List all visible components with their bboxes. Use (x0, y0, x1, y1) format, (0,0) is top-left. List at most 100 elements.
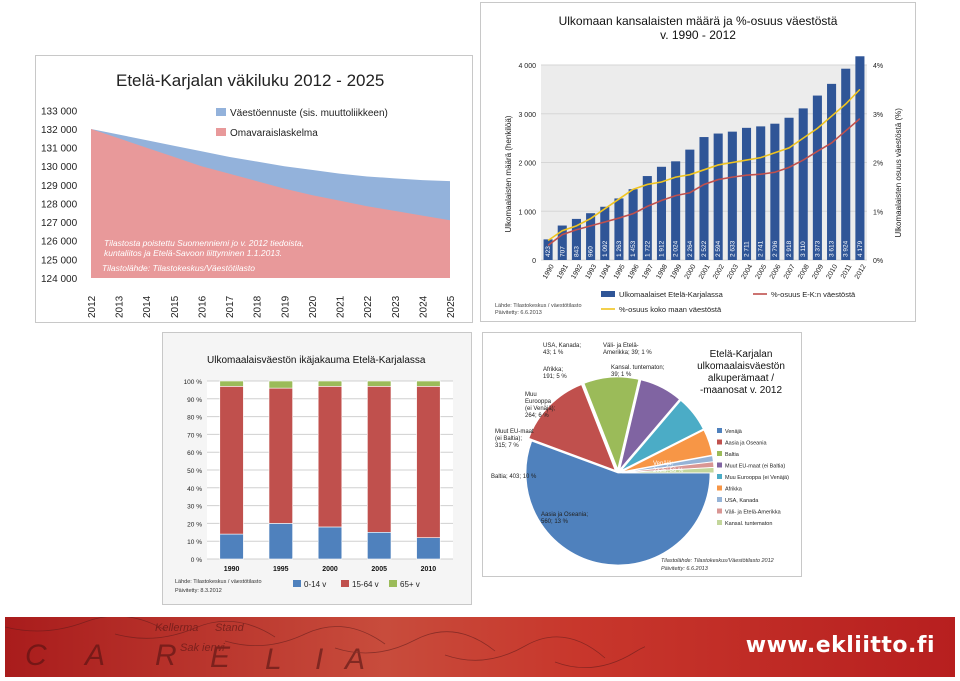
legend-label-5: Afrikka (725, 487, 743, 493)
chart-subtitle: v. 1990 - 2012 (660, 28, 736, 42)
pie-slice-3 (619, 379, 680, 470)
legend-label-0: Venäjä (725, 429, 743, 435)
map-line (224, 626, 386, 647)
x-tick-label: 2025 (446, 295, 457, 318)
y-tick-label: 126 000 (41, 237, 78, 248)
bar-value-label: 1 092 (602, 240, 609, 257)
legend-swatch-8 (717, 520, 722, 525)
bar-segment-1 (416, 386, 441, 538)
bar-value-label: 423 (545, 246, 552, 257)
bar-value-label: 2 741 (758, 240, 765, 257)
y-tick-label: 0 % (191, 557, 202, 564)
y-tick-label: 80 % (187, 415, 202, 422)
legend-label-bar: Ulkomaalaiset Etelä-Karjalassa (619, 290, 724, 299)
x-tick-label: 2008 (797, 263, 811, 280)
legend-label-7: Väli- ja Etelä-Amerikka (725, 510, 782, 516)
bar (685, 149, 695, 260)
x-tick-label: 2010 (421, 566, 437, 573)
legend-swatch-1 (341, 580, 349, 587)
y-tick-label-left: 4 000 (518, 63, 536, 70)
x-tick-label: 2009 (811, 263, 825, 280)
x-tick-label: 1999 (670, 263, 684, 280)
pie-slice-4 (620, 399, 704, 471)
bar-value-label: 1 722 (644, 240, 651, 257)
bar-segment-0 (219, 533, 244, 560)
bar (855, 56, 865, 261)
bar (586, 213, 596, 260)
x-tick-label: 2020 (308, 295, 319, 318)
legend-label-1: Aasia ja Oseania (725, 441, 768, 447)
legend-label-2: Baltia (725, 452, 740, 458)
x-tick-label: 2001 (698, 263, 712, 280)
bar-segment-1 (367, 386, 392, 533)
x-tick-label: 1996 (627, 263, 641, 280)
age-chart-panel: Ulkomaalaisväestön ikäjakauma Etelä-Karj… (162, 332, 472, 605)
x-tick-label: 2011 (840, 263, 854, 280)
bar-segment-1 (219, 386, 244, 535)
y-tick-label: 132 000 (41, 125, 78, 136)
map-word: L (265, 643, 282, 676)
x-tick-label: 2000 (322, 566, 338, 573)
y-tick-label-left: 2 000 (518, 161, 536, 168)
slice-label-0: Venäjä; 2325; 56 % (653, 461, 684, 474)
bar-value-label: 3 373 (814, 240, 821, 257)
x-tick-label: 1991 (556, 263, 570, 280)
foreigners-chart: Ulkomaan kansalaisten määrä ja %-osuus v… (495, 14, 903, 316)
bar (784, 117, 794, 260)
legend-swatch-0 (293, 580, 301, 587)
legend-label-1: Omavaraislaskelma (230, 128, 318, 139)
bar-segment-1 (317, 386, 343, 528)
bar (543, 239, 553, 260)
y-tick-label: 100 % (184, 379, 203, 386)
x-tick-label: 2004 (740, 263, 754, 280)
slice-label-4: Muu Eurooppa (ei Venäjä); 264; 6 % (525, 392, 556, 419)
x-tick-label: 1995 (273, 566, 289, 573)
slice-label-5: Afrikka; 191; 5 % (543, 367, 567, 380)
bar-segment-2 (317, 380, 343, 387)
x-tick-label: 1998 (655, 263, 669, 280)
x-tick-label: 2007 (783, 263, 797, 280)
bar (756, 126, 766, 260)
y-tick-label: 20 % (187, 521, 202, 528)
bar-value-label: 2 711 (744, 241, 751, 257)
bar-value-label: 1 912 (658, 240, 665, 257)
legend-label-8: Kansal. tuntematon (725, 521, 772, 527)
bar (557, 225, 567, 260)
pie-slice-8 (621, 467, 715, 474)
chart-title-line: Etelä-Karjalan (710, 349, 773, 360)
x-tick-label: 2012 (854, 263, 868, 280)
legend-swatch-7 (717, 508, 722, 514)
map-word: I (315, 643, 323, 676)
bar (812, 95, 822, 260)
map-word: E (210, 641, 231, 674)
site-url[interactable]: www.ekliitto.fi (745, 633, 935, 658)
legend-label-6: USA, Kanada (725, 498, 759, 504)
legend-label-0: 0-14 v (304, 580, 326, 589)
population-chart: Etelä-Karjalan väkiluku 2012 - 2025 124 0… (41, 71, 457, 318)
bar (727, 131, 737, 260)
map-word: C (25, 639, 47, 672)
legend-swatch-1 (717, 439, 722, 445)
x-tick-label: 2006 (769, 263, 783, 280)
bar-value-label: 4 179 (857, 240, 864, 257)
slice-label-3: Muut EU-maat (ei Baltia); 315; 7 % (495, 429, 534, 449)
bar (642, 176, 652, 260)
legend-swatch-2 (717, 451, 722, 456)
line-ek-pct (547, 118, 861, 247)
note-line-2: kuntaliitos ja Etelä-Savoon liittyminen … (104, 248, 282, 258)
y-tick-label: 133 000 (41, 106, 78, 117)
y-tick-label-right: 2% (873, 161, 883, 168)
chart-title-line: -maanosat v. 2012 (700, 385, 783, 396)
source-line-2: Päivitetty: 6.6.2013 (495, 310, 542, 316)
x-tick-label: 1995 (613, 263, 627, 280)
y-tick-label: 60 % (187, 450, 202, 457)
pie-slice-0 (525, 440, 711, 566)
source-line-1: Tilastolähde: Tilastokeskus/Väestötilast… (661, 558, 774, 564)
legend-label-3: Muut EU-maat (ei Baltia) (725, 464, 785, 470)
x-tick-label: 2021 (336, 295, 347, 318)
chart-title-line: ulkomaalaisväestön (697, 361, 785, 372)
legend-swatch-4 (717, 474, 722, 479)
x-tick-label: 1992 (570, 263, 584, 280)
legend-swatch-0 (216, 108, 226, 116)
bar-value-label: 2 594 (715, 240, 722, 257)
